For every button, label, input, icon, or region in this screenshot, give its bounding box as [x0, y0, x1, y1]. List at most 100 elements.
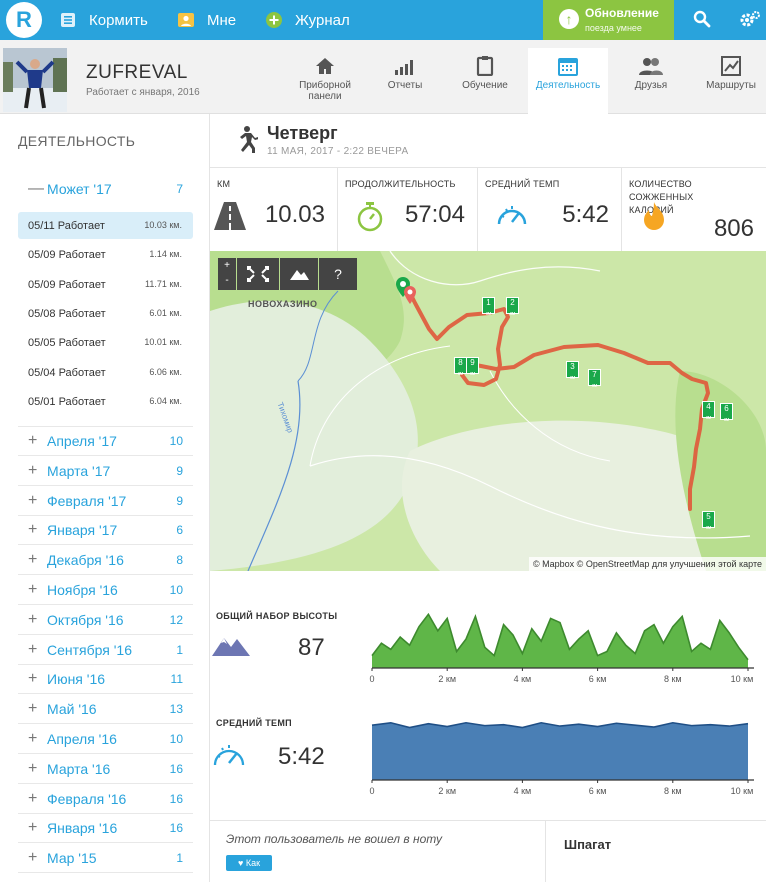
- settings-gear-icon[interactable]: [739, 9, 761, 31]
- activity-day: Четверг: [267, 123, 338, 143]
- x-tick-label: 8 км: [664, 674, 682, 684]
- month-item-label: Сентября '16: [47, 641, 132, 658]
- km-marker-number: 1: [486, 298, 491, 307]
- plus-icon: +: [28, 432, 38, 449]
- activity-item[interactable]: 05/04 Работает 6.06 км.: [18, 359, 193, 386]
- month-item[interactable]: + Декабря '16 8: [18, 545, 193, 576]
- x-tick-label: 4 км: [514, 786, 532, 796]
- elevation-value: 87: [298, 634, 325, 661]
- activity-item-date: 05/09 Работает: [28, 278, 106, 291]
- chart-line: [371, 612, 749, 661]
- km-marker[interactable]: 4 км: [702, 401, 715, 421]
- chart-line: [371, 721, 749, 729]
- tab-training[interactable]: Обучение: [446, 48, 524, 114]
- update-button[interactable]: ↑ Обновление поезда умнее: [543, 0, 674, 40]
- month-item[interactable]: + Февраля '17 9: [18, 486, 193, 516]
- logo[interactable]: R: [6, 2, 42, 38]
- tab-routes[interactable]: Маршруты: [692, 48, 766, 114]
- tab-friends[interactable]: Друзья: [612, 48, 690, 114]
- tab-reports[interactable]: Отчеты: [366, 48, 444, 114]
- route-map[interactable]: НОВОХАЗИНО Тихомир + - ? 1 км 2 км 3 км 4 км 5 км…: [210, 251, 766, 571]
- month-item[interactable]: + Мар '15 1: [18, 843, 193, 874]
- month-count: 7: [176, 182, 183, 196]
- km-marker[interactable]: 1 км: [482, 297, 495, 317]
- km-marker-unit: км: [485, 311, 492, 317]
- activity-item[interactable]: 05/11 Работает 10.03 км.: [18, 212, 193, 239]
- month-item[interactable]: + Ноября '16 10: [18, 575, 193, 605]
- activity-item[interactable]: 05/08 Работает 6.01 км.: [18, 300, 193, 327]
- km-marker[interactable]: 3 км: [566, 361, 579, 381]
- km-marker[interactable]: 6 км: [720, 403, 733, 423]
- km-marker[interactable]: 2 км: [506, 297, 519, 317]
- routes-icon: [721, 56, 741, 76]
- activity-item-distance: 6.06 км.: [149, 366, 182, 377]
- activity-stats: КМ 10.03 ПРОДОЛЖИТЕЛЬНОСТЬ 57:04 СРЕДНИЙ…: [210, 167, 766, 252]
- gear-label: Шпагат: [564, 837, 612, 852]
- km-marker-number: 6: [724, 404, 729, 413]
- like-button[interactable]: ♥ Как: [226, 855, 272, 871]
- month-item-label: Января '16: [47, 820, 118, 837]
- avatar[interactable]: [3, 48, 67, 112]
- friends-icon: [639, 58, 663, 75]
- month-item[interactable]: + Марта '16 16: [18, 754, 193, 784]
- elevation-label: ОБЩИЙ НАБОР ВЫСОТЫ: [216, 611, 338, 621]
- month-item[interactable]: + Февраля '16 16: [18, 784, 193, 814]
- x-tick-label: 0: [369, 674, 374, 684]
- nav-feed-label: Кормить: [89, 11, 148, 29]
- activity-item[interactable]: 05/09 Работает 11.71 км.: [18, 271, 193, 298]
- activity-item-distance: 1.14 км.: [149, 249, 182, 260]
- map-fullscreen-button[interactable]: [237, 258, 279, 290]
- month-item[interactable]: + Апреля '17 10: [18, 426, 193, 456]
- x-tick-label: 2 км: [438, 674, 456, 684]
- activity-item[interactable]: 05/09 Работает 1.14 км.: [18, 241, 193, 268]
- activity-item-date: 05/01 Работает: [28, 395, 106, 408]
- month-item[interactable]: + Марта '17 9: [18, 456, 193, 486]
- plus-icon: +: [28, 670, 38, 688]
- month-item-count: 1: [176, 851, 183, 866]
- km-marker[interactable]: 5 км: [702, 511, 715, 531]
- month-item[interactable]: + Октября '16 12: [18, 605, 193, 635]
- km-marker[interactable]: 7 км: [588, 369, 601, 389]
- stat-calories: КОЛИЧЕСТВО СОЖЖЕННЫХ КАЛОРИЙ 806: [622, 168, 766, 252]
- search-icon[interactable]: [693, 10, 711, 28]
- chart-area: [372, 614, 748, 668]
- activity-item[interactable]: 05/05 Работает 10.01 км.: [18, 329, 193, 356]
- map-help-button[interactable]: ?: [319, 258, 357, 290]
- nav-me[interactable]: Мне: [178, 0, 236, 40]
- stat-duration: ПРОДОЛЖИТЕЛЬНОСТЬ 57:04: [338, 168, 478, 252]
- activity-item[interactable]: 05/01 Работает 6.04 км.: [18, 388, 193, 415]
- nav-me-label: Мне: [207, 11, 237, 29]
- month-item-label: Апреля '16: [47, 731, 117, 747]
- month-item[interactable]: + Января '17 6: [18, 515, 193, 546]
- map-attribution[interactable]: © Mapbox © OpenStreetMap для улучшения э…: [529, 557, 766, 571]
- month-item-count: 13: [169, 702, 183, 717]
- arrow-up-icon: ↑: [559, 9, 579, 29]
- sidebar-title: ДЕЯТЕЛЬНОСТЬ: [18, 133, 136, 149]
- km-marker-unit: км: [469, 371, 476, 377]
- month-item-count: 8: [176, 553, 183, 568]
- month-item-label: Май '16: [47, 701, 97, 718]
- month-item-label: Марта '17: [47, 462, 111, 479]
- map-zoom-out[interactable]: -: [218, 274, 236, 290]
- x-tick-label: 6 км: [589, 674, 607, 684]
- tab-dashboard[interactable]: Приборной панели: [286, 48, 364, 114]
- month-expanded[interactable]: — Может '17 7: [18, 174, 193, 204]
- month-item[interactable]: + Май '16 13: [18, 694, 193, 725]
- month-item-count: 11: [170, 672, 183, 687]
- month-item[interactable]: + Апреля '16 10: [18, 724, 193, 754]
- km-marker[interactable]: 8 км: [454, 357, 467, 377]
- divider: [18, 426, 193, 427]
- tab-activity[interactable]: Деятельность: [528, 48, 608, 115]
- nav-feed[interactable]: Кормить: [60, 0, 148, 40]
- stat-calories-label: КОЛИЧЕСТВО СОЖЖЕННЫХ КАЛОРИЙ: [629, 179, 694, 215]
- km-marker[interactable]: 9 км: [466, 357, 479, 377]
- pace-chart[interactable]: 0 2 км 4 км 6 км 8 км 10 км: [330, 710, 766, 800]
- map-zoom-in[interactable]: +: [218, 258, 236, 274]
- month-item[interactable]: + Июня '16 11: [18, 664, 193, 695]
- map-terrain-button[interactable]: [280, 258, 318, 290]
- month-item[interactable]: + Сентября '16 1: [18, 635, 193, 665]
- month-item[interactable]: + Января '16 16: [18, 813, 193, 844]
- elevation-chart[interactable]: 0 2 км 4 км 6 км 8 км 10 км: [330, 598, 766, 688]
- nav-journal[interactable]: Журнал: [266, 0, 350, 40]
- activity-item-distance: 10.03 км.: [144, 220, 182, 230]
